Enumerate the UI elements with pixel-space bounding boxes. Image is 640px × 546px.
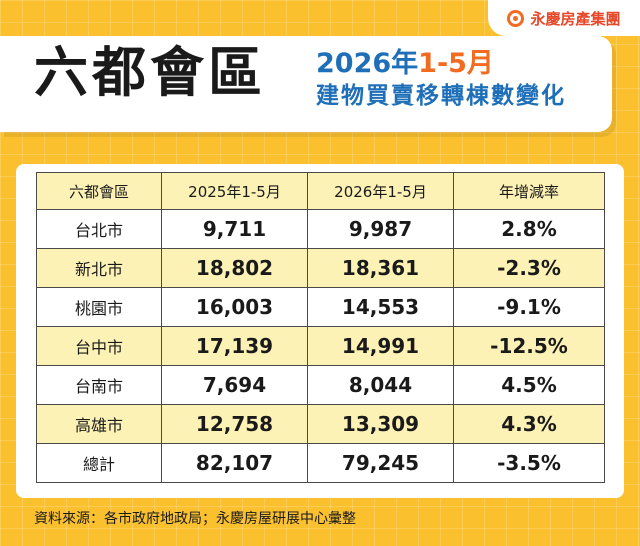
table-header-row: 六都會區 2025年1-5月 2026年1-5月 年增減率 <box>36 172 605 210</box>
region-cell: 新北市 <box>36 248 162 288</box>
value-2025-cell: 18,802 <box>161 248 308 288</box>
table-row: 台南市 7,694 8,044 4.5% <box>36 365 605 405</box>
value-2026-cell: 79,245 <box>307 443 454 483</box>
region-cell: 台北市 <box>36 209 162 249</box>
value-2025-cell: 82,107 <box>161 443 308 483</box>
subtitle-description: 建物買賣移轉棟數變化 <box>316 83 566 110</box>
subtitle-year: 2026年 <box>316 48 419 79</box>
table-row: 新北市 18,802 18,361 -2.3% <box>36 248 605 288</box>
table-row: 桃園市 16,003 14,553 -9.1% <box>36 287 605 327</box>
region-cell: 桃園市 <box>36 287 162 327</box>
column-header-change: 年增減率 <box>453 172 605 210</box>
source-note: 資料來源：各市政府地政局；永慶房屋研展中心彙整 <box>34 511 356 527</box>
header-banner <box>0 36 612 132</box>
value-2025-cell: 7,694 <box>161 365 308 405</box>
value-2026-cell: 8,044 <box>307 365 454 405</box>
change-rate-cell: -9.1% <box>453 287 605 327</box>
page-title: 六都會區 <box>34 41 266 104</box>
value-2026-cell: 18,361 <box>307 248 454 288</box>
change-rate-cell: 2.8% <box>453 209 605 249</box>
region-cell: 台中市 <box>36 326 162 366</box>
value-2026-cell: 14,553 <box>307 287 454 327</box>
column-header-region: 六都會區 <box>36 172 162 210</box>
brand-name: 永慶房產集團 <box>530 9 621 28</box>
column-header-2026: 2026年1-5月 <box>307 172 454 210</box>
value-2026-cell: 14,991 <box>307 326 454 366</box>
subtitle: 2026年1-5月 建物買賣移轉棟數變化 <box>316 48 566 111</box>
value-2026-cell: 9,987 <box>307 209 454 249</box>
value-2025-cell: 16,003 <box>161 287 308 327</box>
transfer-table: 六都會區 2025年1-5月 2026年1-5月 年增減率 台北市 9,711 … <box>36 172 605 483</box>
change-rate-cell: -2.3% <box>453 248 605 288</box>
change-rate-cell: -3.5% <box>453 443 605 483</box>
column-header-2025: 2025年1-5月 <box>161 172 308 210</box>
yongqing-logo-icon <box>507 9 525 27</box>
region-cell: 高雄市 <box>36 404 162 444</box>
table-row-total: 總計 82,107 79,245 -3.5% <box>36 443 605 483</box>
region-cell: 總計 <box>36 443 162 483</box>
subtitle-period: 1-5月 <box>418 48 494 79</box>
table-row: 台北市 9,711 9,987 2.8% <box>36 209 605 249</box>
value-2025-cell: 9,711 <box>161 209 308 249</box>
table-row: 高雄市 12,758 13,309 4.3% <box>36 404 605 444</box>
change-rate-cell: -12.5% <box>453 326 605 366</box>
table-row: 台中市 17,139 14,991 -12.5% <box>36 326 605 366</box>
value-2026-cell: 13,309 <box>307 404 454 444</box>
value-2025-cell: 12,758 <box>161 404 308 444</box>
brand-badge: 永慶房產集團 <box>488 0 640 36</box>
change-rate-cell: 4.3% <box>453 404 605 444</box>
table-card: 六都會區 2025年1-5月 2026年1-5月 年增減率 台北市 9,711 … <box>16 164 624 498</box>
change-rate-cell: 4.5% <box>453 365 605 405</box>
region-cell: 台南市 <box>36 365 162 405</box>
value-2025-cell: 17,139 <box>161 326 308 366</box>
subtitle-period-line: 2026年1-5月 <box>316 48 566 80</box>
